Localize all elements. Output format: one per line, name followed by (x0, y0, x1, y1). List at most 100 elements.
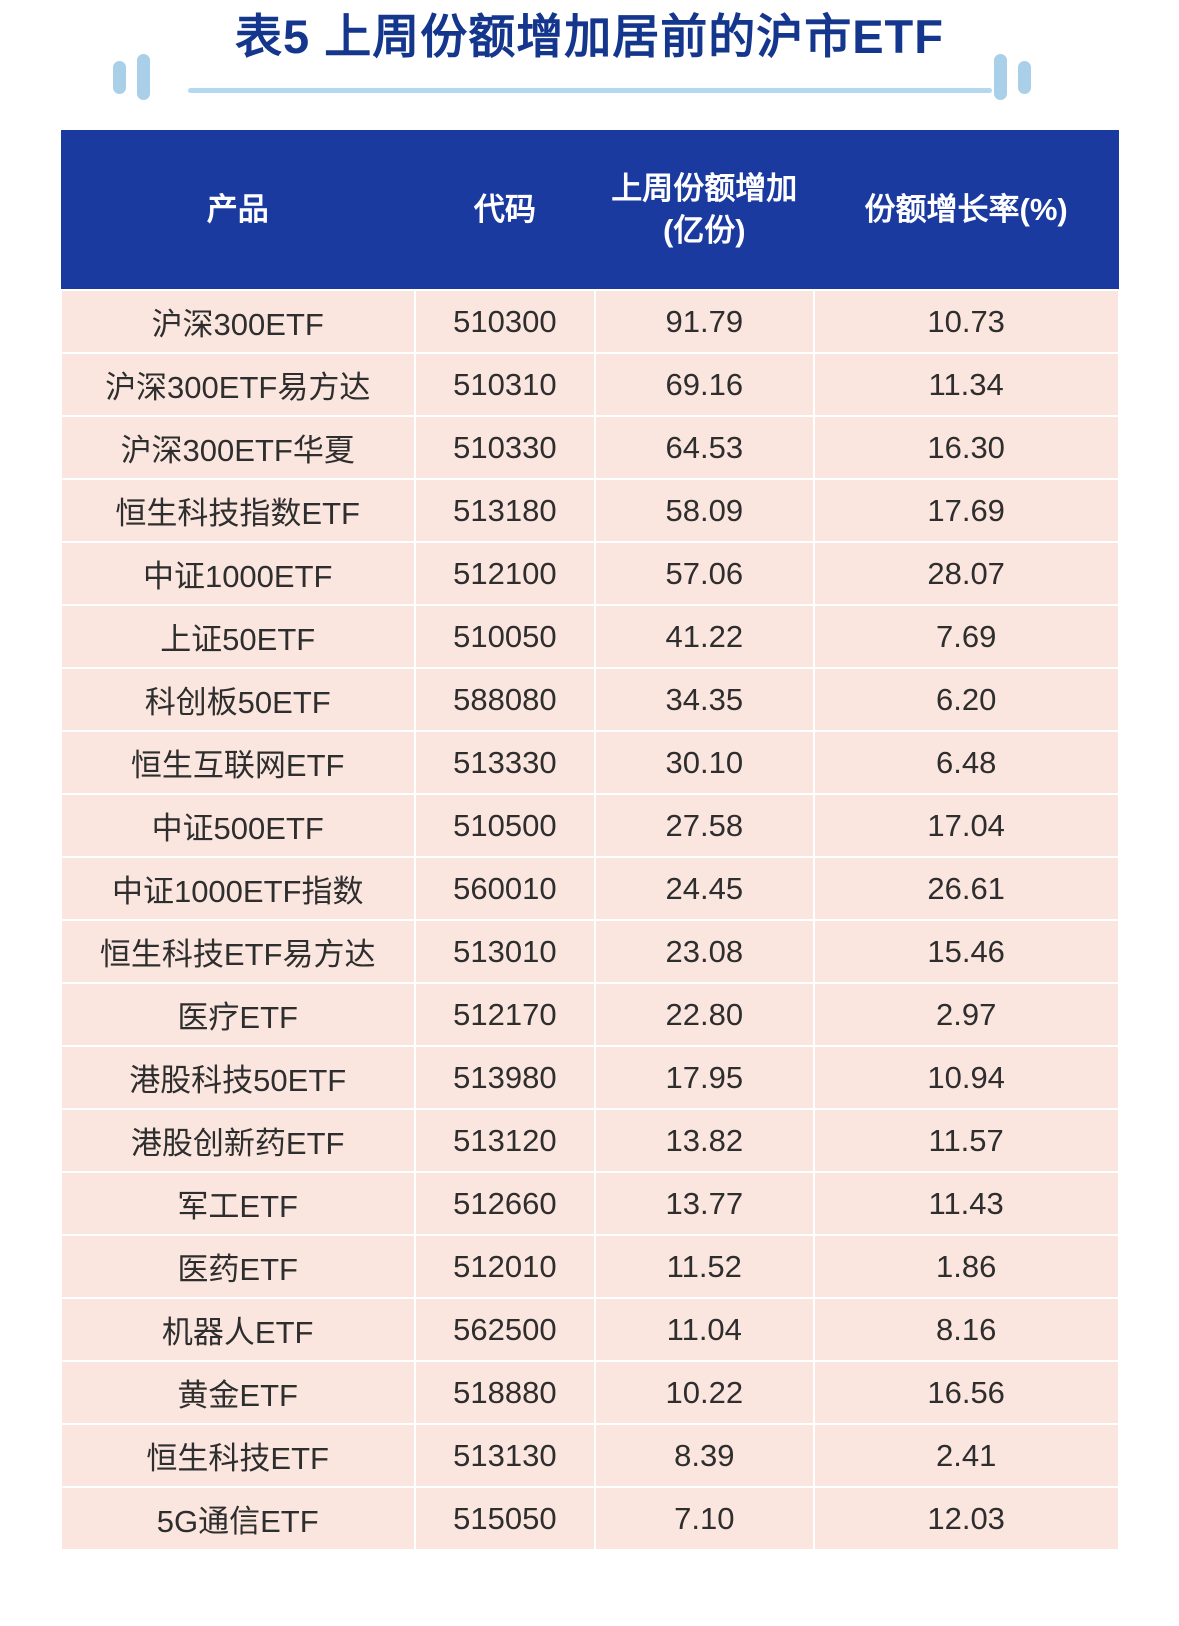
increase-cell: 11.04 (593, 1297, 815, 1362)
quote-bar-icon (1018, 61, 1031, 94)
quote-bar-icon (137, 54, 150, 100)
code-cell: 513980 (413, 1045, 596, 1110)
increase-cell: 64.53 (593, 415, 815, 480)
code-cell: 513180 (413, 478, 596, 543)
table-header-row: 产品 代码 上周份额增加 (亿份) 份额增长率(%) (60, 130, 1119, 290)
increase-cell: 23.08 (593, 919, 815, 984)
quote-bar-icon (113, 61, 126, 94)
growth-cell: 1.86 (812, 1234, 1120, 1299)
growth-cell: 2.41 (812, 1423, 1120, 1488)
code-cell: 512100 (413, 541, 596, 606)
increase-cell: 13.77 (593, 1171, 815, 1236)
code-cell: 512010 (413, 1234, 596, 1299)
growth-cell: 16.30 (812, 415, 1120, 480)
table-row: 科创板50ETF 588080 34.35 6.20 (59, 667, 1120, 732)
increase-cell: 34.35 (593, 667, 815, 732)
growth-cell: 8.16 (812, 1297, 1120, 1362)
increase-cell: 27.58 (593, 793, 815, 858)
increase-cell: 58.09 (593, 478, 815, 543)
increase-cell: 57.06 (593, 541, 815, 606)
code-cell: 513130 (413, 1423, 596, 1488)
table-row: 恒生互联网ETF 513330 30.10 6.48 (59, 730, 1120, 795)
product-cell: 科创板50ETF (59, 667, 416, 732)
increase-cell: 91.79 (593, 289, 815, 354)
growth-cell: 6.48 (812, 730, 1120, 795)
growth-cell: 17.69 (812, 478, 1120, 543)
product-cell: 恒生科技ETF易方达 (59, 919, 416, 984)
growth-cell: 12.03 (812, 1486, 1120, 1551)
growth-cell: 2.97 (812, 982, 1120, 1047)
code-cell: 562500 (413, 1297, 596, 1362)
code-cell: 510300 (413, 289, 596, 354)
table-row: 上证50ETF 510050 41.22 7.69 (59, 604, 1120, 669)
code-cell: 510330 (413, 415, 596, 480)
product-cell: 5G通信ETF (59, 1486, 416, 1551)
quote-bars-left-icon (113, 54, 150, 100)
increase-cell: 24.45 (593, 856, 815, 921)
product-cell: 恒生互联网ETF (59, 730, 416, 795)
table-row: 医疗ETF 512170 22.80 2.97 (59, 982, 1120, 1047)
table-row: 中证1000ETF指数 560010 24.45 26.61 (59, 856, 1120, 921)
code-cell: 513120 (413, 1108, 596, 1173)
quote-bars-right-icon (994, 54, 1031, 100)
code-cell: 512660 (413, 1171, 596, 1236)
product-cell: 机器人ETF (59, 1297, 416, 1362)
growth-cell: 11.34 (812, 352, 1120, 417)
table-row: 黄金ETF 518880 10.22 16.56 (59, 1360, 1120, 1425)
growth-cell: 26.61 (812, 856, 1120, 921)
table-row: 港股科技50ETF 513980 17.95 10.94 (59, 1045, 1120, 1110)
code-cell: 510310 (413, 352, 596, 417)
product-cell: 医疗ETF (59, 982, 416, 1047)
title-underline (187, 88, 992, 93)
table-row: 5G通信ETF 515050 7.10 12.03 (59, 1486, 1120, 1551)
code-cell: 560010 (413, 856, 596, 921)
table-row: 中证1000ETF 512100 57.06 28.07 (59, 541, 1120, 606)
code-cell: 515050 (413, 1486, 596, 1551)
product-cell: 港股科技50ETF (59, 1045, 416, 1110)
table-body: 沪深300ETF 510300 91.79 10.73 沪深300ETF易方达 51031… (59, 289, 1120, 1551)
code-cell: 518880 (413, 1360, 596, 1425)
column-header-increase: 上周份额增加 (亿份) (594, 130, 814, 290)
increase-cell: 13.82 (593, 1108, 815, 1173)
code-cell: 513010 (413, 919, 596, 984)
growth-cell: 7.69 (812, 604, 1120, 669)
growth-cell: 11.43 (812, 1171, 1120, 1236)
table-row: 军工ETF 512660 13.77 11.43 (59, 1171, 1120, 1236)
product-cell: 黄金ETF (59, 1360, 416, 1425)
increase-cell: 10.22 (593, 1360, 815, 1425)
growth-cell: 10.73 (812, 289, 1120, 354)
increase-cell: 41.22 (593, 604, 815, 669)
growth-cell: 15.46 (812, 919, 1120, 984)
product-cell: 恒生科技ETF (59, 1423, 416, 1488)
table-row: 恒生科技ETF易方达 513010 23.08 15.46 (59, 919, 1120, 984)
growth-cell: 17.04 (812, 793, 1120, 858)
table-row: 沪深300ETF 510300 91.79 10.73 (59, 289, 1120, 354)
code-cell: 513330 (413, 730, 596, 795)
table-row: 沪深300ETF易方达 510310 69.16 11.34 (59, 352, 1120, 417)
increase-cell: 17.95 (593, 1045, 815, 1110)
table-row: 恒生科技ETF 513130 8.39 2.41 (59, 1423, 1120, 1488)
growth-cell: 10.94 (812, 1045, 1120, 1110)
increase-cell: 8.39 (593, 1423, 815, 1488)
code-cell: 512170 (413, 982, 596, 1047)
table-row: 恒生科技指数ETF 513180 58.09 17.69 (59, 478, 1120, 543)
product-cell: 医药ETF (59, 1234, 416, 1299)
growth-cell: 16.56 (812, 1360, 1120, 1425)
table-row: 医药ETF 512010 11.52 1.86 (59, 1234, 1120, 1299)
etf-table: 产品 代码 上周份额增加 (亿份) 份额增长率(%) 沪深300ETF 51030… (59, 130, 1120, 1551)
column-header-increase-line1: 上周份额增加 (611, 170, 798, 206)
column-header-growth: 份额增长率(%) (813, 130, 1119, 290)
product-cell: 沪深300ETF华夏 (59, 415, 416, 480)
increase-cell: 69.16 (593, 352, 815, 417)
product-cell: 中证500ETF (59, 793, 416, 858)
product-cell: 沪深300ETF (59, 289, 416, 354)
column-header-increase-line2: (亿份) (662, 212, 746, 248)
growth-cell: 6.20 (812, 667, 1120, 732)
code-cell: 510500 (413, 793, 596, 858)
increase-cell: 11.52 (593, 1234, 815, 1299)
product-cell: 军工ETF (59, 1171, 416, 1236)
column-header-product: 产品 (60, 130, 415, 290)
product-cell: 中证1000ETF (59, 541, 416, 606)
page-title: 表5 上周份额增加居前的沪市ETF (235, 10, 944, 63)
quote-bar-icon (994, 54, 1007, 100)
